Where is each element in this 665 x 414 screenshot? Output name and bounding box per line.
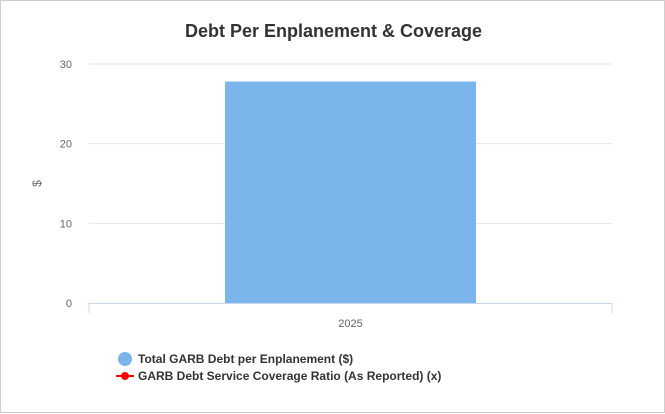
legend-label-bar: Total GARB Debt per Enplanement ($) xyxy=(138,352,353,366)
legend-item-line[interactable]: GARB Debt Service Coverage Ratio (As Rep… xyxy=(114,367,441,384)
legend-item-bar[interactable]: Total GARB Debt per Enplanement ($) xyxy=(114,350,441,367)
y-tick-label: 30 xyxy=(60,59,72,71)
bar-series xyxy=(225,82,476,303)
y-tick-label: 20 xyxy=(60,139,72,151)
legend: Total GARB Debt per Enplanement ($) GARB… xyxy=(114,350,441,384)
y-axis-label: $ xyxy=(30,180,44,187)
bar[interactable] xyxy=(225,82,476,303)
legend-label-line: GARB Debt Service Coverage Ratio (As Rep… xyxy=(138,369,441,383)
y-axis-ticks: 0 10 20 30 xyxy=(60,59,72,310)
legend-line-swatch-icon xyxy=(116,371,134,381)
x-axis-ticks: 2025 xyxy=(89,303,612,330)
y-tick-label: 0 xyxy=(66,298,72,310)
legend-bar-swatch-icon xyxy=(118,352,132,366)
y-tick-label: 10 xyxy=(60,218,72,230)
x-tick-label: 2025 xyxy=(338,318,362,330)
